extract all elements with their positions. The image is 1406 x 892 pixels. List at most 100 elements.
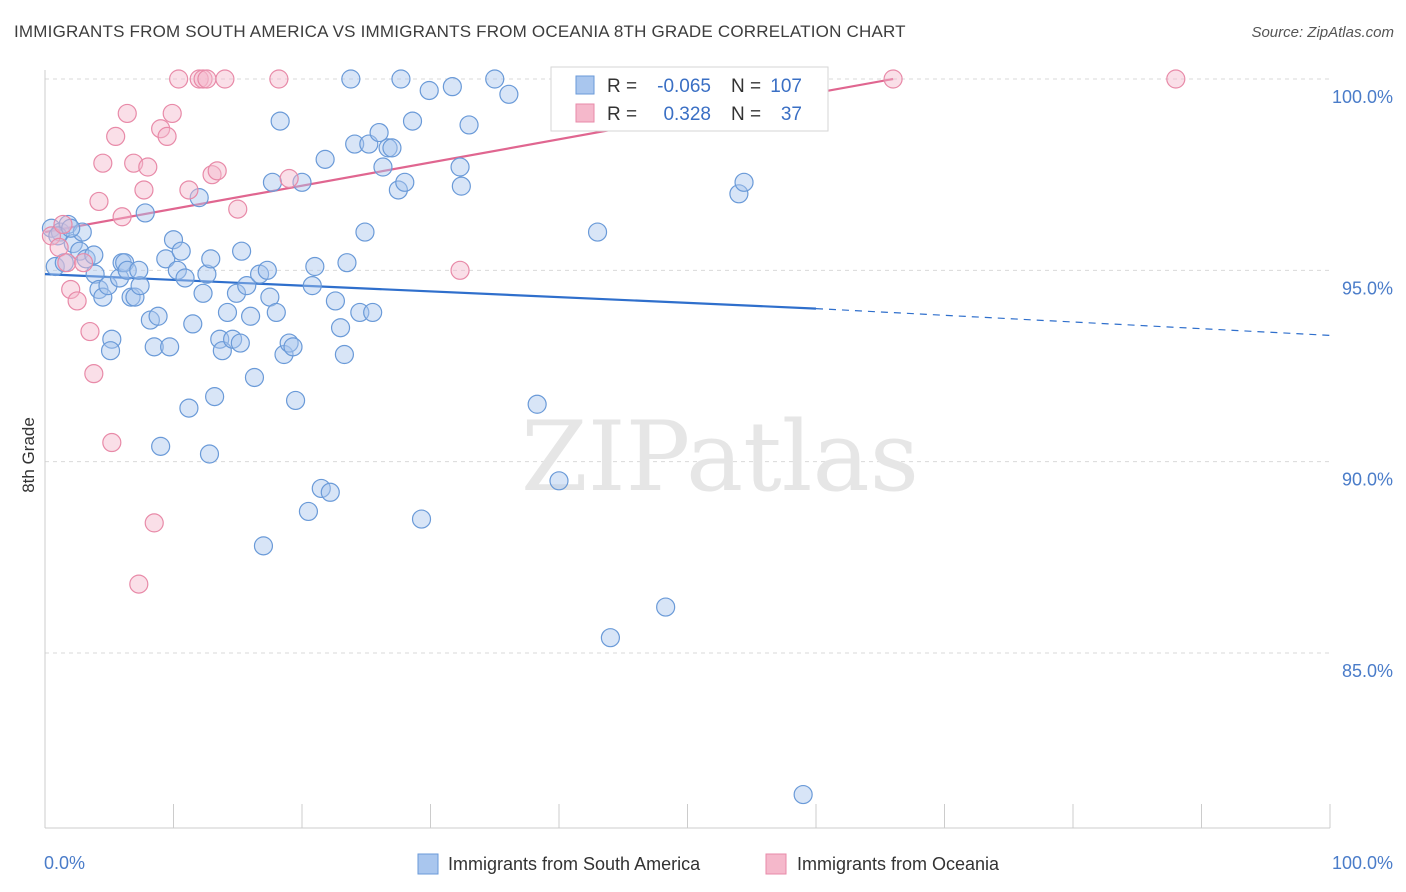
south-america-point	[193, 283, 213, 303]
page-title: IMMIGRANTS FROM SOUTH AMERICA VS IMMIGRA…	[14, 22, 906, 41]
south-america-trend-extension	[815, 308, 1331, 336]
south-america-point	[262, 172, 283, 192]
legend-label-south-america: Immigrants from South America	[448, 854, 701, 874]
south-america-point	[244, 367, 265, 388]
legend-label-oceania: Immigrants from Oceania	[797, 854, 1000, 874]
oceania-point	[215, 69, 235, 89]
south-america-point	[217, 302, 238, 323]
south-america-point	[373, 157, 393, 177]
south-america-point	[171, 241, 191, 261]
south-america-point	[527, 394, 547, 414]
y-tick-label: 95.0%	[1342, 278, 1393, 298]
y-axis-label: 8th Grade	[19, 417, 38, 493]
oceania-point	[57, 253, 77, 273]
south-america-point	[167, 260, 187, 280]
south-america-point	[151, 436, 171, 456]
y-tick-label: 90.0%	[1342, 470, 1393, 490]
south-america-point	[382, 138, 402, 158]
stats-r-label-blue: R =	[607, 76, 637, 97]
south-america-point	[334, 344, 355, 365]
south-america-point	[232, 241, 252, 261]
south-america-point	[129, 260, 149, 280]
oceania-point	[73, 253, 94, 273]
oceania-point	[106, 126, 126, 146]
south-america-point	[130, 276, 150, 296]
y-tick-labels: 85.0% 90.0% 95.0% 100.0%	[1332, 87, 1393, 681]
oceania-point	[117, 103, 137, 124]
south-america-point	[325, 291, 346, 311]
series-legend: Immigrants from South America Immigrants…	[417, 853, 1000, 875]
oceania-point	[179, 180, 199, 200]
south-america-point	[391, 69, 411, 89]
south-america-point	[237, 276, 257, 296]
south-america-point	[98, 276, 118, 296]
south-america-point	[459, 115, 479, 135]
stats-n-label-blue: N =	[731, 76, 761, 97]
x-tick-label: 100.0%	[1332, 853, 1393, 873]
oceania-point	[162, 103, 182, 124]
south-america-point	[270, 111, 290, 131]
oceania-point	[138, 157, 158, 177]
stats-n-value-blue: 107	[770, 76, 802, 97]
south-america-point	[587, 222, 608, 242]
south-america-point	[175, 268, 195, 288]
x-tick-label: 0.0%	[44, 853, 85, 873]
south-america-point	[197, 264, 217, 284]
south-america-point	[84, 245, 104, 265]
south-america-point	[163, 230, 184, 250]
south-america-point	[85, 264, 105, 284]
oceania-point	[228, 199, 248, 219]
south-america-point	[189, 188, 209, 208]
oceania-point	[144, 513, 164, 533]
south-america-point	[205, 387, 225, 407]
south-america-point	[734, 172, 754, 192]
oceania-point	[112, 207, 132, 227]
stats-swatch-blue	[575, 75, 595, 95]
oceania-point	[151, 119, 171, 139]
south-america-point	[656, 597, 676, 617]
y-tick-label: 85.0%	[1342, 661, 1393, 681]
south-america-point	[253, 536, 274, 556]
oceania-point	[93, 153, 113, 173]
stats-n-value-pink: 37	[781, 104, 802, 125]
oceania-point	[169, 69, 189, 89]
oceania-point	[124, 153, 144, 173]
south-america-point	[292, 172, 312, 192]
south-america-point	[285, 390, 306, 411]
legend-swatch-south-america	[417, 853, 439, 875]
south-america-point	[315, 149, 335, 169]
south-america-point	[450, 157, 470, 177]
south-america-point	[549, 471, 569, 491]
south-america-point	[125, 287, 145, 307]
oceania-point	[134, 180, 154, 200]
watermark: ZIPatlas	[521, 401, 919, 513]
south-america-point	[156, 249, 176, 269]
south-america-point	[199, 444, 220, 464]
south-america-point	[337, 253, 357, 273]
south-america-point	[135, 203, 155, 223]
south-america-point	[100, 341, 121, 361]
south-america-point	[302, 276, 322, 296]
oceania-point	[157, 126, 177, 146]
oceania-point	[84, 364, 104, 384]
south-america-point	[345, 134, 365, 154]
oceania-point	[41, 226, 62, 246]
south-america-point	[320, 482, 340, 502]
oceania-point	[202, 165, 222, 185]
oceania-point	[67, 291, 87, 311]
south-america-point	[402, 111, 423, 131]
south-america-point	[117, 260, 137, 280]
south-america-point	[419, 80, 439, 101]
oceania-point	[61, 279, 81, 300]
south-america-point	[179, 398, 199, 418]
south-america-point	[70, 241, 90, 261]
south-america-point	[395, 172, 415, 192]
south-america-point	[279, 333, 299, 353]
south-america-point	[363, 302, 383, 323]
south-america-point	[330, 318, 351, 338]
axes	[44, 70, 1331, 829]
south-america-point	[305, 256, 325, 277]
stats-legend: R = -0.065 N = 107 R = 0.328 N = 37	[550, 66, 829, 132]
oceania-point	[450, 260, 470, 280]
south-america-point	[72, 222, 92, 242]
